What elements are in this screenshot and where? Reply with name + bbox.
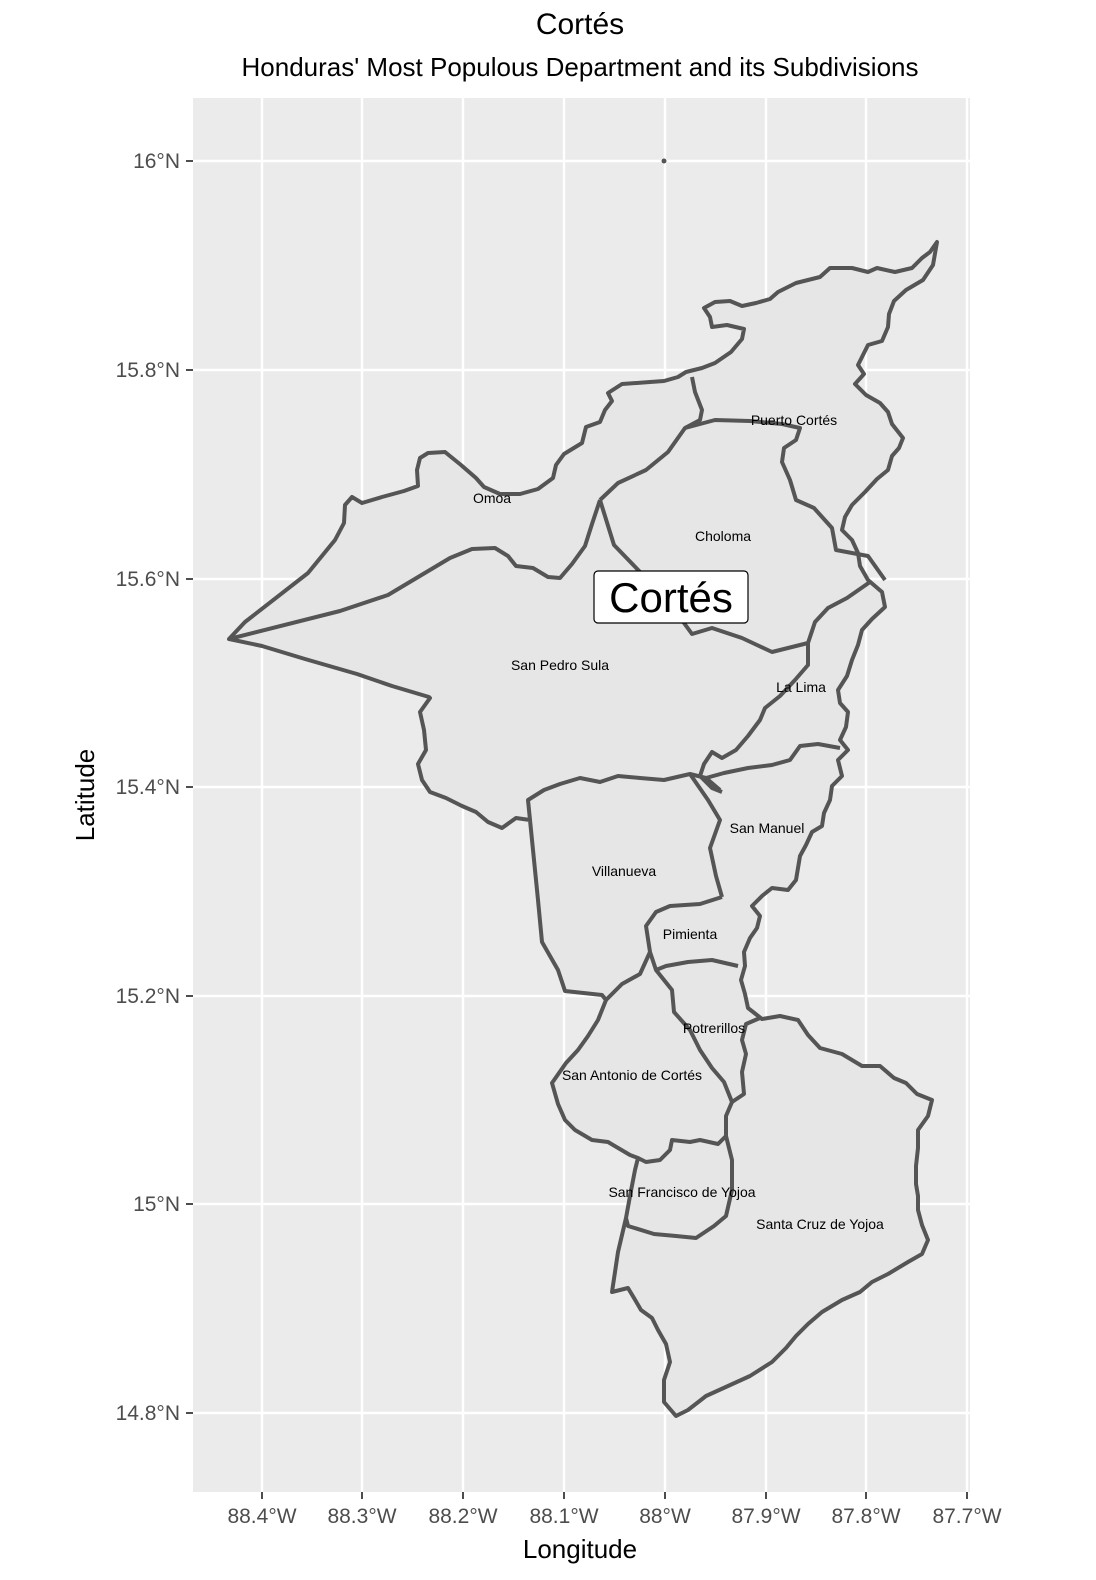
x-tick-label: 88.1°W bbox=[529, 1505, 598, 1528]
label-omoa: Omoa bbox=[473, 490, 511, 506]
label-san-francisco-de-yojoa: San Francisco de Yojoa bbox=[608, 1184, 755, 1200]
municipal-boundaries bbox=[228, 376, 887, 1240]
x-tick-label: 88.4°W bbox=[227, 1505, 296, 1528]
map-subtitle: Honduras' Most Populous Department and i… bbox=[242, 52, 919, 82]
y-axis: 16°N 15.8°N 15.6°N 15.4°N 15.2°N 15°N 14… bbox=[116, 150, 193, 1425]
label-pimienta: Pimienta bbox=[663, 926, 718, 942]
label-san-antonio-de-cortes: San Antonio de Cortés bbox=[562, 1067, 702, 1083]
x-tick-label: 87.7°W bbox=[932, 1505, 1001, 1528]
department-outline bbox=[227, 240, 939, 1418]
y-axis-title: Latitude bbox=[70, 749, 100, 842]
label-santa-cruz-de-yojoa: Santa Cruz de Yojoa bbox=[756, 1216, 884, 1232]
municipality-labels: Puerto Cortés Omoa Choloma San Pedro Sul… bbox=[473, 412, 884, 1232]
label-choloma: Choloma bbox=[695, 528, 751, 544]
y-tick-label: 14.8°N bbox=[116, 1402, 180, 1425]
x-tick-label: 88.3°W bbox=[327, 1505, 396, 1528]
department-label-text: Cortés bbox=[609, 574, 733, 621]
y-tick-label: 15°N bbox=[133, 1193, 180, 1216]
label-san-manuel: San Manuel bbox=[730, 820, 805, 836]
y-tick-label: 15.2°N bbox=[116, 985, 180, 1008]
department-label: Cortés bbox=[593, 570, 749, 624]
department-label-box bbox=[593, 570, 749, 624]
x-tick-label: 88.2°W bbox=[428, 1505, 497, 1528]
y-tick-label: 15.8°N bbox=[116, 359, 180, 382]
label-potrerillos: Potrerillos bbox=[683, 1020, 745, 1036]
label-puerto-cortes: Puerto Cortés bbox=[751, 412, 837, 428]
x-tick-label: 87.8°W bbox=[831, 1505, 900, 1528]
label-la-lima: La Lima bbox=[776, 679, 826, 695]
x-tick-label: 87.9°W bbox=[731, 1505, 800, 1528]
label-san-pedro-sula: San Pedro Sula bbox=[511, 657, 609, 673]
island-point bbox=[661, 158, 667, 164]
y-tick-label: 16°N bbox=[133, 150, 180, 173]
x-axis-title: Longitude bbox=[523, 1534, 637, 1564]
x-axis: 88.4°W 88.3°W 88.2°W 88.1°W 88°W 87.9°W … bbox=[227, 1492, 1002, 1528]
y-tick-label: 15.6°N bbox=[116, 568, 180, 591]
map-title: Cortés bbox=[536, 8, 624, 41]
label-villanueva: Villanueva bbox=[592, 863, 657, 879]
x-tick-label: 88°W bbox=[639, 1505, 691, 1528]
y-tick-label: 15.4°N bbox=[116, 776, 180, 799]
